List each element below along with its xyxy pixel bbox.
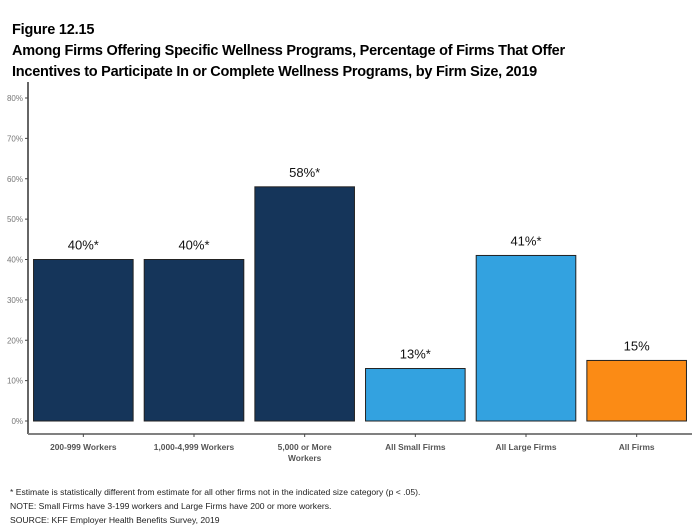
x-axis: 200-999 Workers 1,000-4,999 Workers 5,000 …	[28, 433, 692, 463]
y-axis: 0% 10% 20% 30% 40% 50% 60% 70% 80%	[7, 82, 29, 434]
y-tick-label: 10%	[7, 377, 23, 386]
y-tick-label: 60%	[7, 175, 23, 184]
chart-title-line-2: Incentives to Participate In or Complete…	[12, 64, 537, 80]
y-tick-label: 40%	[7, 256, 23, 265]
data-label: 58%*	[289, 165, 320, 180]
footnote-source: SOURCE: KFF Employer Health Benefits Sur…	[10, 515, 220, 525]
bar	[475, 254, 577, 422]
data-label: 15%	[624, 338, 650, 353]
x-tick-label: All Firms	[619, 442, 655, 452]
y-tick-label: 70%	[7, 134, 23, 143]
chart-title-line-1: Among Firms Offering Specific Wellness P…	[12, 43, 565, 59]
figure-number: Figure 12.15	[12, 22, 95, 38]
data-labels: 40%* 40%* 58%* 13%* 41%* 15%	[68, 165, 650, 362]
footnote-note: NOTE: Small Firms have 3-199 workers and…	[10, 501, 332, 511]
bar	[143, 259, 245, 422]
footnote-significance: * Estimate is statistically different fr…	[10, 487, 421, 497]
x-tick-label: 200-999 Workers	[50, 442, 117, 452]
y-tick-label: 80%	[7, 94, 23, 103]
bar	[254, 186, 355, 422]
y-tick-label: 0%	[11, 417, 23, 426]
bar	[33, 259, 134, 422]
y-tick-label: 30%	[7, 296, 23, 305]
bar	[365, 368, 466, 422]
data-label: 40%*	[178, 238, 209, 253]
footnotes: * Estimate is statistically different fr…	[10, 485, 420, 527]
x-tick-label: All Small Firms	[385, 442, 446, 452]
y-tick-label: 50%	[7, 215, 23, 224]
bar	[586, 359, 687, 422]
bars	[33, 186, 687, 422]
data-label: 40%*	[68, 238, 99, 253]
x-tick-label: 5,000 or More	[278, 442, 332, 452]
x-tick-label: Workers	[288, 453, 322, 463]
x-tick-label: All Large Firms	[496, 442, 557, 452]
data-label: 13%*	[400, 347, 431, 362]
data-label: 41%*	[510, 233, 541, 248]
x-tick-label: 1,000-4,999 Workers	[154, 442, 235, 452]
y-tick-label: 20%	[7, 336, 23, 345]
